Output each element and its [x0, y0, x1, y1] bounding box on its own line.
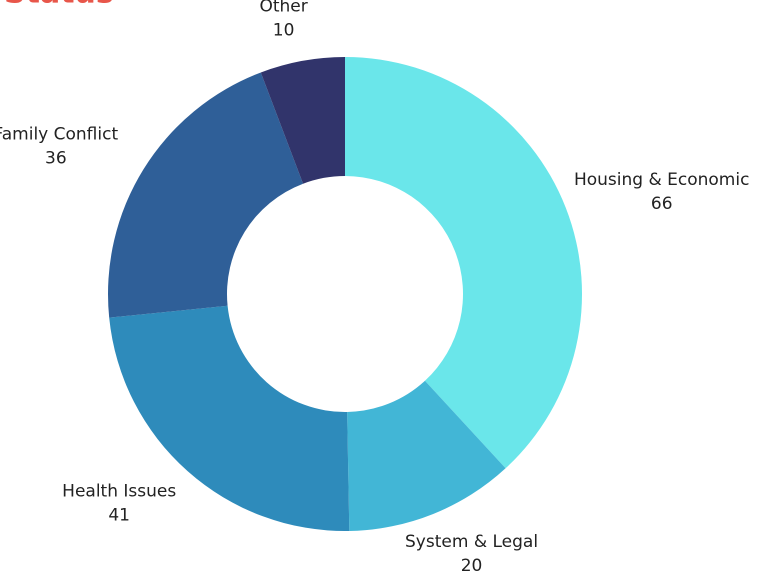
donut-slice — [345, 57, 582, 469]
slice-value: 36 — [45, 149, 67, 169]
slice-value: 41 — [108, 505, 130, 525]
donut-slice — [109, 305, 350, 531]
slice-value: 66 — [651, 194, 673, 214]
slice-label: Health Issues — [62, 481, 176, 501]
donut-slice — [108, 72, 304, 318]
chart-title: Status — [4, 0, 114, 11]
slice-value: 10 — [273, 21, 295, 41]
slice-label: Housing & Economic — [574, 170, 749, 190]
slice-label: Other — [259, 0, 307, 17]
slice-label: System & Legal — [405, 532, 538, 552]
donut-slice — [347, 380, 506, 531]
slice-value: 20 — [461, 556, 483, 576]
slice-label: Family Conflict — [0, 125, 118, 145]
donut-slice — [260, 57, 345, 184]
